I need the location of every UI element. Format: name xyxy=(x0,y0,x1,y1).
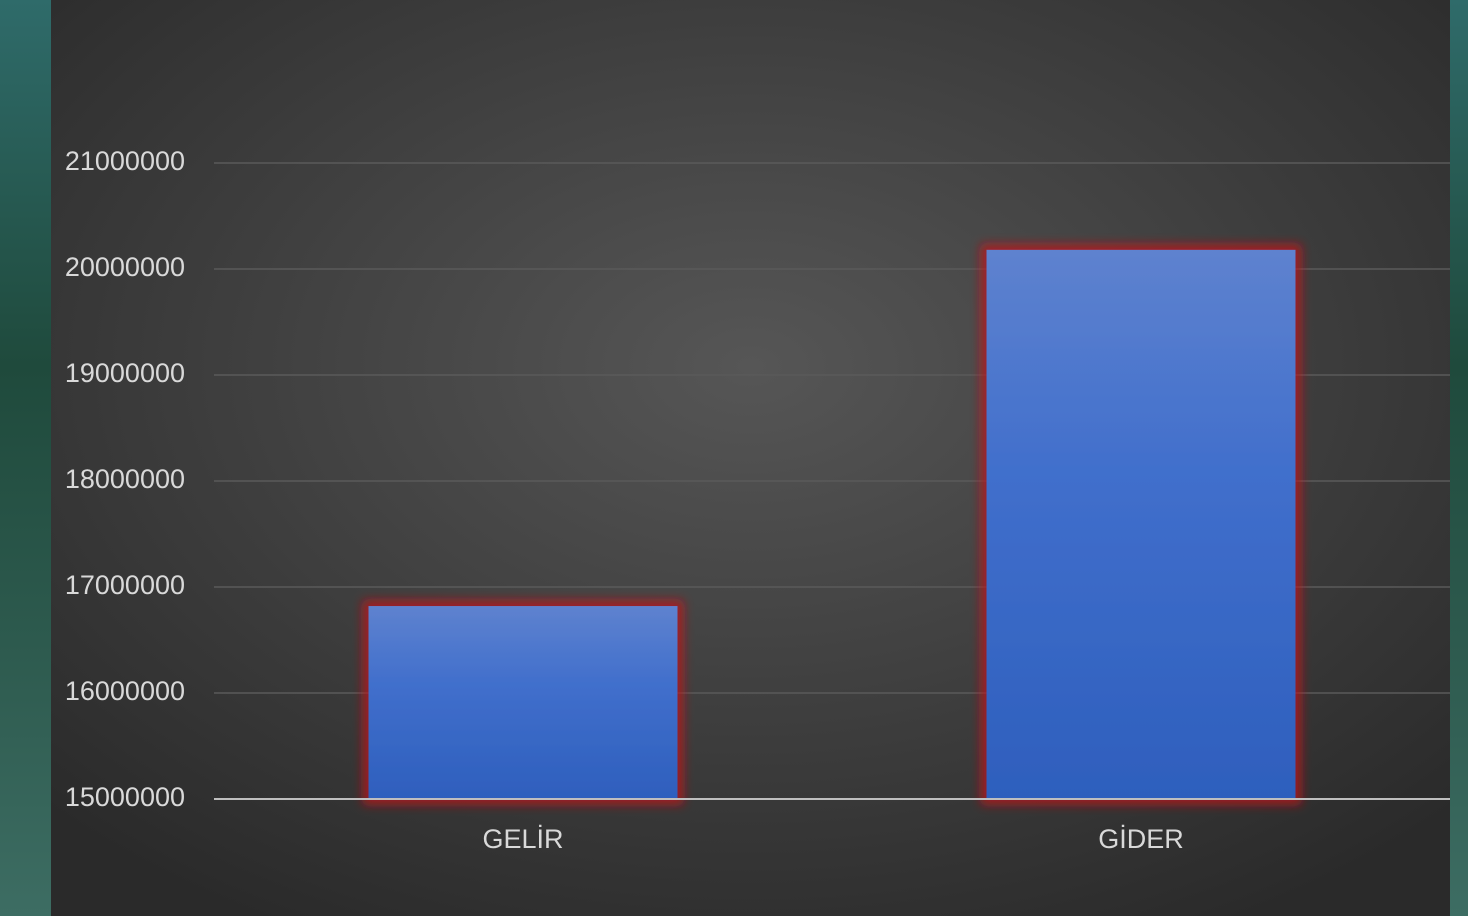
y-tick-label: 19000000 xyxy=(65,358,185,388)
y-tick-label: 18000000 xyxy=(65,464,185,494)
bar xyxy=(368,606,678,799)
y-tick-label: 20000000 xyxy=(65,252,185,282)
y-tick-label: 16000000 xyxy=(65,676,185,706)
bar xyxy=(986,249,1296,800)
y-tick-label: 17000000 xyxy=(65,570,185,600)
y-tick-label: 21000000 xyxy=(65,146,185,176)
x-tick-label: GELİR xyxy=(482,823,563,854)
y-tick-label: 15000000 xyxy=(65,782,185,812)
x-tick-label: GİDER xyxy=(1098,823,1184,854)
